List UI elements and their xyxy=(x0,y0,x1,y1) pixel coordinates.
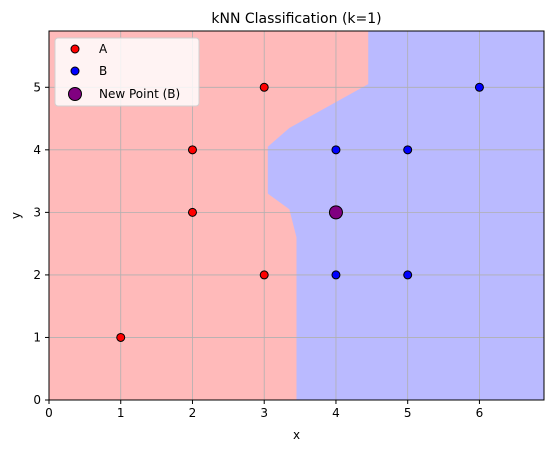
data-point-b xyxy=(403,145,413,155)
data-point-b xyxy=(403,270,413,280)
data-point-new-point xyxy=(328,205,343,220)
data-point-a xyxy=(259,82,269,92)
x-tick-label: 5 xyxy=(404,406,412,420)
x-tick-label: 0 xyxy=(45,406,53,420)
data-point-b xyxy=(331,270,341,280)
legend-items: AB New Point (B) xyxy=(68,42,180,101)
y-tick-label: 1 xyxy=(33,330,41,344)
y-tick-label: 4 xyxy=(33,143,41,157)
x-tick-label: 6 xyxy=(476,406,484,420)
data-point-a xyxy=(187,207,197,217)
legend-marker xyxy=(68,87,82,101)
y-tick-label: 5 xyxy=(33,80,41,94)
y-axis-label: y xyxy=(9,212,23,219)
plot-frame xyxy=(48,30,545,401)
chart-title: kNN Classification (k=1) xyxy=(211,11,381,27)
x-tick-label: 1 xyxy=(117,406,125,420)
legend-label: A xyxy=(99,42,108,56)
data-point-a xyxy=(187,145,197,155)
data-point-a xyxy=(259,270,269,280)
legend-label: New Point (B) xyxy=(99,87,180,101)
legend-label: B xyxy=(99,64,107,78)
data-point-b xyxy=(474,82,484,92)
y-tick-label: 2 xyxy=(33,268,41,282)
legend: AB New Point (B) xyxy=(54,37,200,107)
legend-box xyxy=(54,37,200,107)
region-b xyxy=(267,31,544,400)
axes-layer: 0 1 2 3 4 5 6 0 1 2 3 4 5 xyxy=(33,80,483,420)
points-layer xyxy=(116,82,484,342)
y-tick-label: 3 xyxy=(33,205,41,219)
data-point-a xyxy=(116,332,126,342)
x-tick-label: 4 xyxy=(332,406,340,420)
data-point-b xyxy=(331,145,341,155)
legend-marker xyxy=(70,66,80,76)
x-tick-label: 2 xyxy=(189,406,197,420)
y-tick-label: 0 xyxy=(33,393,41,407)
x-axis-label: x xyxy=(293,428,300,442)
x-tick-label: 3 xyxy=(260,406,268,420)
legend-marker xyxy=(70,44,80,54)
